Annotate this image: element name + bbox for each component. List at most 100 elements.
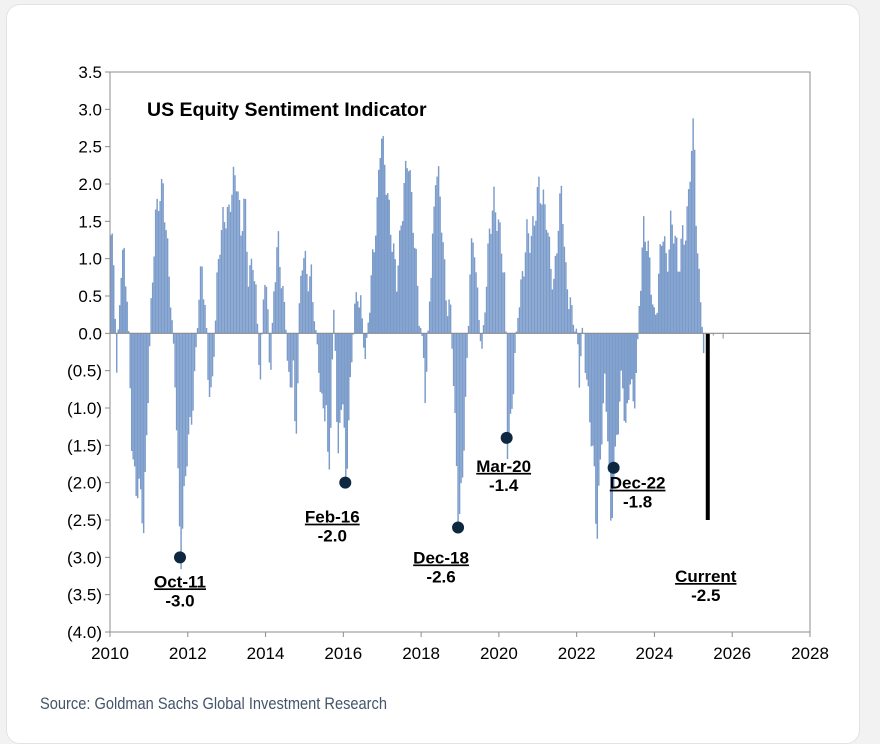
series-bar [617,333,620,435]
x-tick-label: 2010 [91,644,129,663]
series-bar [315,330,317,334]
series-bar [318,333,320,373]
series-bar [298,303,301,334]
series-bar [503,272,506,334]
series-bar [644,241,646,334]
series-bar [279,266,281,334]
series-bar [488,228,491,334]
series-bar [372,249,374,334]
annotation-marker [339,476,352,489]
series-bar [683,244,685,334]
series-bar [647,240,649,334]
series-bar [324,333,326,422]
series-bar [686,206,688,334]
series-bar [625,333,627,423]
series-bar [595,333,597,524]
series-bar [114,318,116,334]
series-bar [380,138,383,334]
series-bar [695,225,697,334]
series-bar [571,305,573,334]
series-bar [286,333,289,361]
series-bar [466,333,468,358]
series-bar [560,185,563,334]
series-bar [342,333,344,405]
series-bar [535,220,537,334]
series-bar [712,333,715,336]
series-bar [428,301,431,334]
series-bar [581,327,584,334]
series-bar [643,216,645,334]
series-bar [586,333,588,380]
series-bar [407,171,410,334]
series-bar [328,333,331,470]
series-bar [252,269,254,334]
series-bar [265,286,268,334]
series-bar [472,242,474,334]
series-bar [175,333,178,431]
series-bar [598,333,600,486]
series-bar [145,333,148,436]
series-bar [536,186,539,334]
x-tick-label: 2018 [402,644,440,663]
plot-frame [109,71,811,633]
series-bar [162,183,164,334]
series-bar [404,160,407,334]
series-bar [556,253,558,334]
series-bar [553,278,555,334]
series-bar [578,333,581,388]
series-bar [139,333,142,490]
series-bar [487,243,489,334]
series-bar [184,333,187,477]
series-bar [506,333,509,460]
series-bar [159,201,161,334]
series-bar [351,333,353,363]
series-bar [678,271,681,334]
annotation-marker [174,551,186,564]
series-bar [499,222,501,334]
series-bar [244,198,247,334]
series-bar [539,203,542,334]
series-bar [608,333,611,472]
series-bar [646,250,648,334]
series-bar [415,248,417,334]
series-bar [243,198,245,334]
y-tick-label: 1.0 [78,250,102,269]
series-bar [419,327,422,334]
series-bar [219,254,221,334]
series-bar [361,318,363,334]
series-bar [195,333,197,348]
series-bar [364,333,366,360]
series-bar [508,333,510,441]
series-bar [129,333,131,389]
series-bar [348,333,350,421]
series-bar [496,230,498,334]
series-bar [548,236,551,334]
x-tick-label: 2016 [324,644,362,663]
series-bar [653,307,655,334]
series-bar [689,181,691,334]
series-bar [306,273,308,334]
series-bar [345,333,347,478]
series-bar [240,235,242,334]
annotation-marker [452,521,465,534]
series-bar [640,290,642,334]
series-bar [210,333,212,388]
series-bar [157,211,160,334]
series-bar [214,320,217,334]
series-bar [262,299,265,334]
series-bar [574,331,576,334]
series-bar [422,333,425,358]
series-bar [168,276,170,334]
series-bar [545,229,548,334]
series-bar [133,333,136,467]
series-bar [532,216,534,334]
y-tick-label: (2.0) [67,474,102,493]
series-bar [246,251,248,334]
series-bar [115,333,118,373]
series-bar [568,309,570,334]
series-bar [171,320,173,334]
series-bar [550,268,552,334]
series-bar [136,333,139,499]
series-bar [376,197,378,334]
series-bar [322,333,325,409]
